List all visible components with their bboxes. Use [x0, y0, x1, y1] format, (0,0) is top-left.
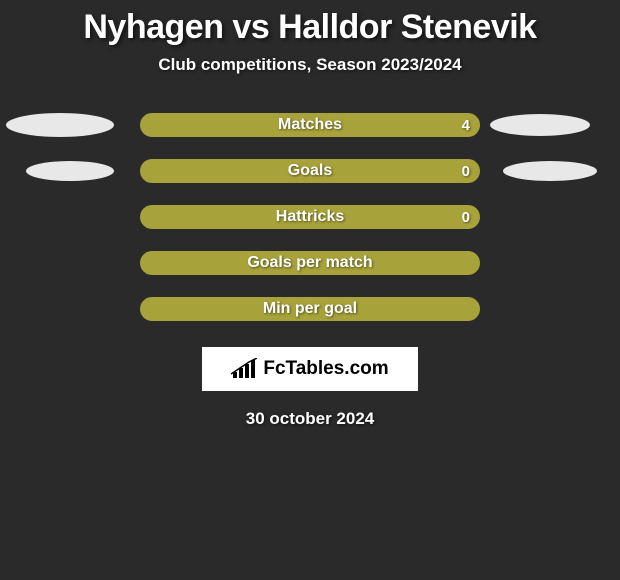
stat-value: 4 [462, 117, 470, 134]
subtitle: Club competitions, Season 2023/2024 [158, 55, 461, 75]
logo-text: FcTables.com [263, 358, 388, 380]
stat-value: 0 [462, 209, 470, 226]
logo: FcTables.com [202, 347, 418, 391]
stat-row: Matches 4 [0, 113, 620, 137]
stat-label: Goals [288, 162, 332, 180]
left-ellipse [26, 161, 114, 181]
stat-row: Goals 0 [0, 159, 620, 183]
stat-pill: Goals 0 [140, 159, 480, 183]
right-ellipse [490, 114, 590, 136]
stat-row: Hattricks 0 [0, 205, 620, 229]
stat-label: Goals per match [247, 254, 372, 272]
date-text: 30 october 2024 [246, 409, 375, 429]
stat-row: Min per goal [0, 297, 620, 321]
stat-pill: Min per goal [140, 297, 480, 321]
stats-rows: Matches 4 Goals 0 Hattricks 0 Goals per match M… [0, 113, 620, 321]
comparison-card: Nyhagen vs Halldor Stenevik Club competi… [0, 0, 620, 429]
left-ellipse [6, 113, 114, 137]
stat-pill: Hattricks 0 [140, 205, 480, 229]
stat-pill: Matches 4 [140, 113, 480, 137]
barchart-icon [231, 358, 257, 380]
page-title: Nyhagen vs Halldor Stenevik [83, 8, 536, 47]
stat-label: Hattricks [276, 208, 344, 226]
stat-value: 0 [462, 163, 470, 180]
stat-label: Min per goal [263, 300, 357, 318]
stat-pill: Goals per match [140, 251, 480, 275]
stat-row: Goals per match [0, 251, 620, 275]
right-ellipse [503, 161, 597, 181]
stat-label: Matches [278, 116, 342, 134]
